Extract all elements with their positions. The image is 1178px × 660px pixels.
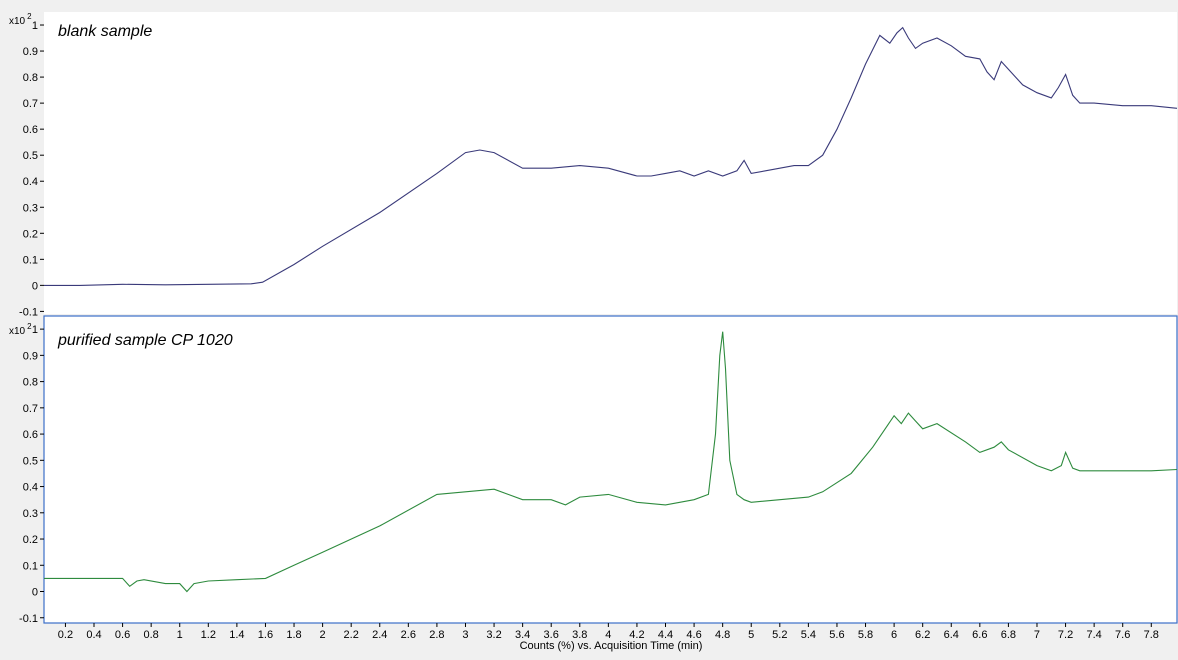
y-tick-label: 1 — [32, 20, 38, 32]
x-tick-label: 3 — [462, 629, 468, 641]
x-tick-label: 7.6 — [1115, 629, 1130, 641]
x-tick-label: 3.4 — [515, 629, 530, 641]
y-tick-label: 0.4 — [23, 176, 38, 188]
x-tick-label: 7 — [1034, 629, 1040, 641]
x-tick-label: 0.4 — [86, 629, 101, 641]
blank-sample-trace — [44, 26, 1178, 286]
y-tick-label: 0.1 — [23, 254, 38, 266]
x-tick-label: 3.8 — [572, 629, 587, 641]
x-tick-label: 4.4 — [658, 629, 673, 641]
y-tick-label: 0.2 — [23, 534, 38, 546]
x-tick-label: 6.8 — [1001, 629, 1016, 641]
x-tick-label: 0.8 — [144, 629, 159, 641]
y-tick-label: 0.3 — [23, 508, 38, 520]
blank-sample-title: blank sample — [58, 23, 152, 40]
purified-sample-plot-area — [43, 315, 1178, 624]
x-tick-label: 5.4 — [801, 629, 816, 641]
y-tick-label: -0.1 — [19, 306, 38, 318]
x-tick-label: 1.4 — [229, 629, 244, 641]
x-tick-label: 5.6 — [829, 629, 844, 641]
blank-sample-y-axis: -0.1 0 0.1 0.2 0.3 0.4 0.5 0.6 0.7 0.8 0.9 1 — [19, 20, 44, 318]
y-tick-label: 0.9 — [23, 46, 38, 58]
x-tick-label: 0.2 — [58, 629, 73, 641]
x-tick-label: 2.8 — [429, 629, 444, 641]
x-tick-label: 2 — [320, 629, 326, 641]
y-tick-label: 0.6 — [23, 429, 38, 441]
x-axis-label: Counts (%) vs. Acquisition Time (min) — [520, 640, 703, 652]
y-tick-label: 0.8 — [23, 72, 38, 84]
x-tick-label: 2.2 — [344, 629, 359, 641]
purified-sample-y-axis: -0.1 0 0.1 0.2 0.3 0.4 0.5 0.6 0.7 0.8 0.9 1 — [19, 324, 44, 625]
y-tick-label: 0.7 — [23, 403, 38, 415]
y-tick-label: 0.3 — [23, 202, 38, 214]
x-tick-label: 5 — [748, 629, 754, 641]
y-tick-label: 0.1 — [23, 560, 38, 572]
purified-sample-trace — [44, 331, 1178, 593]
purified-sample-multiplier: x10 2 — [9, 322, 32, 337]
y-tick-label: 0.8 — [23, 377, 38, 389]
y-tick-label: 0 — [32, 587, 38, 599]
x-tick-label: 5.2 — [772, 629, 787, 641]
x-tick-label: 3.6 — [544, 629, 559, 641]
x-tick-label: 6.2 — [915, 629, 930, 641]
x-tick-label: 0.6 — [115, 629, 130, 641]
x-tick-label: 7.8 — [1144, 629, 1159, 641]
x-tick-label: 1.8 — [286, 629, 301, 641]
y-tick-label: 0.7 — [23, 98, 38, 110]
x-tick-label: 4.6 — [686, 629, 701, 641]
x-tick-label: 6.4 — [944, 629, 959, 641]
y-tick-label: 0.4 — [23, 482, 38, 494]
x-tick-label: 6 — [891, 629, 897, 641]
x-axis: 0.2 0.4 0.6 0.8 1 1.2 1.4 1.6 1.8 2 2.2 2.4 2.6 2.8 3 3… — [58, 623, 1159, 641]
blank-sample-multiplier: x10 2 — [9, 12, 32, 27]
y-tick-label: 0.9 — [23, 350, 38, 362]
x-tick-label: 2.6 — [401, 629, 416, 641]
x-tick-label: 6.6 — [972, 629, 987, 641]
y-tick-label: 0 — [32, 280, 38, 292]
y-tick-label: -0.1 — [19, 613, 38, 625]
purified-sample-title: purified sample CP 1020 — [57, 332, 233, 349]
x-tick-label: 1 — [177, 629, 183, 641]
blank-sample-panel: x10 2 blank sample -0.1 0 0.1 0.2 0.3 0.4 0.5 0.… — [9, 12, 1178, 318]
x-tick-label: 4 — [605, 629, 611, 641]
x-tick-label: 7.2 — [1058, 629, 1073, 641]
blank-sample-plot-area — [44, 12, 1177, 314]
purified-sample-panel: x10 2 purified sample CP 1020 -0.1 0 0.1 0.2… — [9, 315, 1178, 652]
x-tick-label: 2.4 — [372, 629, 387, 641]
x-tick-label: 1.2 — [201, 629, 216, 641]
x-tick-label: 7.4 — [1086, 629, 1101, 641]
y-tick-label: 0.5 — [23, 455, 38, 467]
x-tick-label: 4.8 — [715, 629, 730, 641]
y-tick-label: 1 — [32, 324, 38, 336]
x-tick-label: 1.6 — [258, 629, 273, 641]
y-tick-label: 0.2 — [23, 228, 38, 240]
x-tick-label: 5.8 — [858, 629, 873, 641]
x-tick-label: 4.2 — [629, 629, 644, 641]
y-tick-label: 0.6 — [23, 124, 38, 136]
x-tick-label: 3.2 — [486, 629, 501, 641]
y-tick-label: 0.5 — [23, 150, 38, 162]
